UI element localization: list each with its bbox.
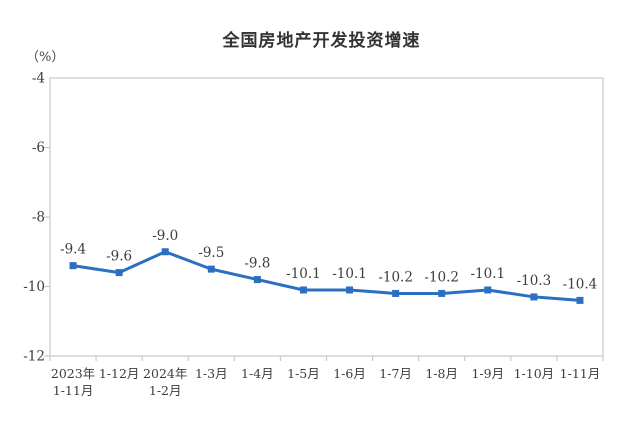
data-point-label: -10.1 — [470, 266, 505, 282]
y-axis-unit-label: （%） — [26, 50, 65, 65]
x-axis-tick-label: 1-5月 — [287, 366, 320, 381]
y-axis-tick-label: -6 — [32, 140, 45, 156]
data-point-marker — [253, 276, 261, 284]
data-point-label: -10.1 — [332, 266, 367, 282]
x-axis-tick-label: 1-2月 — [149, 383, 182, 398]
x-axis-tick-label: 1-7月 — [379, 366, 412, 381]
data-point-label: -10.4 — [563, 276, 598, 292]
data-point-label: -9.0 — [152, 228, 178, 244]
x-axis-tick-label: 1-3月 — [195, 366, 228, 381]
data-point-marker — [346, 286, 354, 294]
data-point-label: -9.8 — [244, 256, 270, 272]
data-points: -9.4 -9.6 -9.0 -9.5 -9.8 -10.1 -10.1 -10.2 -10.2… — [60, 228, 597, 304]
data-point-label: -10.3 — [517, 273, 552, 289]
data-point-label: -9.6 — [106, 249, 132, 265]
data-point-marker — [115, 269, 123, 277]
y-axis: -4 -6 -8 -10 -12 — [23, 71, 50, 365]
y-axis-tick-label: -8 — [32, 210, 45, 226]
data-point-marker — [207, 265, 215, 273]
y-axis-tick-label: -12 — [23, 349, 45, 365]
data-point-label: -10.2 — [378, 269, 413, 285]
data-point-label: -9.5 — [198, 245, 224, 261]
data-point-marker — [576, 296, 584, 304]
x-axis-tick-label: 2023年 — [51, 366, 95, 381]
x-axis-ticks — [49, 356, 604, 361]
x-axis-tick-label: 2024年 — [143, 366, 187, 381]
data-point-marker — [69, 262, 77, 270]
x-axis-tick-label: 1-10月 — [514, 366, 555, 381]
x-axis-tick-label: 1-6月 — [333, 366, 366, 381]
data-point-marker — [392, 289, 400, 297]
x-axis-tick-label: 1-11月 — [560, 366, 601, 381]
data-point-label: -10.1 — [286, 266, 321, 282]
y-axis-tick-label: -10 — [23, 279, 45, 295]
y-axis-tick-label: -4 — [32, 71, 45, 87]
x-axis-tick-label: 1-8月 — [425, 366, 458, 381]
x-axis-tick-label: 1-9月 — [471, 366, 504, 381]
x-axis-tick-label: 1-11月 — [53, 383, 94, 398]
x-axis-labels: 2023年 1-11月 1-12月 2024年 1-2月 1-3月 1-4月 1-5月 1-6月… — [51, 366, 600, 398]
data-point-label: -10.2 — [424, 269, 459, 285]
data-point-label: -9.4 — [60, 242, 86, 258]
plot-area-border — [49, 77, 604, 357]
data-point-marker — [484, 286, 492, 294]
x-axis-tick-label: 1-4月 — [241, 366, 274, 381]
data-point-marker — [438, 289, 446, 297]
data-point-marker — [161, 248, 169, 256]
data-point-marker — [530, 293, 538, 301]
x-axis-tick-label: 1-12月 — [99, 366, 140, 381]
chart-title: 全国房地产开发投资增速 — [222, 31, 421, 50]
data-point-marker — [299, 286, 307, 294]
data-line — [71, 250, 582, 302]
